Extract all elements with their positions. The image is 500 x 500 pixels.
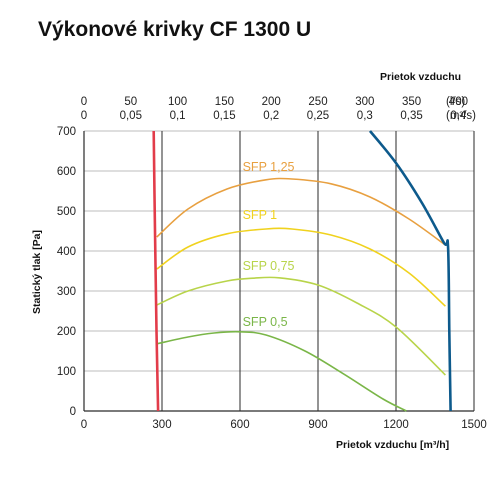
top-tick-ls: 250 — [308, 96, 327, 108]
series-line — [368, 130, 452, 412]
y-tick-label: 300 — [57, 286, 76, 298]
y-tick-label: 100 — [57, 366, 76, 378]
sfp-label: SFP 1 — [243, 208, 278, 222]
y-tick-label: 200 — [57, 326, 76, 338]
series-labels: SFP 1,25 SFP 1 SFP 0,75 SFP 0,5 — [243, 160, 295, 329]
y-axis-label: Statický tlak [Pa] — [31, 230, 43, 314]
top-axis-label: Prietok vzduchu — [380, 71, 461, 83]
top-tick-m3s: 0,4 — [450, 110, 467, 122]
y-tick-label: 0 — [70, 406, 76, 418]
x-tick-label: 1200 — [383, 419, 409, 431]
x-tick-label: 1500 — [461, 419, 487, 431]
top-tick-m3s: 0,3 — [357, 110, 373, 122]
top-tick-m3s: 0 — [81, 110, 87, 122]
top-tick-m3s: 0,15 — [213, 110, 235, 122]
series-line — [156, 276, 446, 376]
series-line — [156, 177, 446, 246]
x-tick-label: 600 — [230, 419, 249, 431]
x-tick-label: 900 — [308, 419, 327, 431]
top-unit-m3s: (m³/s) — [446, 110, 476, 122]
top-tick-m3s: 0,35 — [400, 110, 422, 122]
x-tick-label: 300 — [152, 419, 171, 431]
top-tick-m3s: 0,25 — [307, 110, 329, 122]
sfp-label: SFP 1,25 — [243, 160, 295, 174]
top-tick-ls: 400 — [449, 96, 468, 108]
top-tick-ls: 300 — [355, 96, 374, 108]
top-tick-ls: 150 — [215, 96, 234, 108]
top-tick-ls: 200 — [262, 96, 281, 108]
top-tick-ls: 100 — [168, 96, 187, 108]
top-tick-ls: 50 — [124, 96, 137, 108]
y-tick-label: 700 — [57, 126, 76, 138]
sfp-label: SFP 0,5 — [243, 315, 288, 329]
series-line — [156, 227, 446, 307]
x-tick-label: 0 — [81, 419, 87, 431]
top-tick-m3s: 0,05 — [120, 110, 142, 122]
series-lines — [152, 130, 452, 412]
x-axis-label: Prietok vzduchu [m³/h] — [336, 439, 449, 451]
y-tick-label: 600 — [57, 166, 76, 178]
y-tick-label: 400 — [57, 246, 76, 258]
top-tick-ls: 0 — [81, 96, 87, 108]
top-unit-ls: (l/s) — [446, 96, 465, 108]
chart-title: Výkonové krivky CF 1300 U — [38, 18, 312, 41]
sfp-label: SFP 0,75 — [243, 259, 295, 273]
top-tick-m3s: 0,1 — [170, 110, 186, 122]
y-tick-label: 500 — [57, 206, 76, 218]
top-tick-ls: 350 — [402, 96, 421, 108]
series-line — [152, 130, 160, 412]
top-tick-m3s: 0,2 — [263, 110, 279, 122]
series-line — [156, 330, 407, 412]
axes — [83, 131, 474, 412]
